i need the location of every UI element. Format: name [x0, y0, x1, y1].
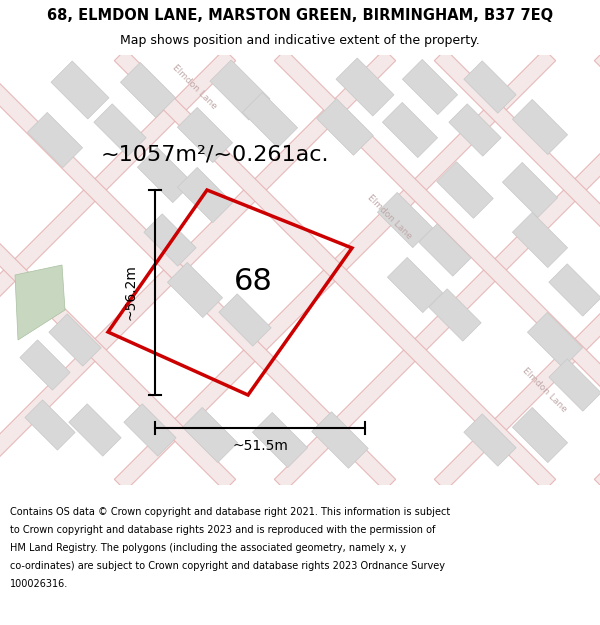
- Polygon shape: [274, 49, 600, 491]
- Polygon shape: [434, 49, 600, 491]
- Polygon shape: [0, 49, 236, 491]
- Text: to Crown copyright and database rights 2023 and is reproduced with the permissio: to Crown copyright and database rights 2…: [10, 525, 436, 535]
- Polygon shape: [464, 414, 516, 466]
- Polygon shape: [178, 168, 233, 222]
- Polygon shape: [144, 214, 196, 266]
- Text: Map shows position and indicative extent of the property.: Map shows position and indicative extent…: [120, 34, 480, 47]
- Polygon shape: [512, 213, 568, 268]
- Polygon shape: [388, 258, 443, 312]
- Polygon shape: [242, 92, 298, 148]
- Polygon shape: [512, 99, 568, 154]
- Polygon shape: [20, 340, 70, 390]
- Text: 68, ELMDON LANE, MARSTON GREEN, BIRMINGHAM, B37 7EQ: 68, ELMDON LANE, MARSTON GREEN, BIRMINGH…: [47, 8, 553, 23]
- Polygon shape: [182, 408, 238, 462]
- Polygon shape: [312, 412, 368, 468]
- Text: Contains OS data © Crown copyright and database right 2021. This information is : Contains OS data © Crown copyright and d…: [10, 507, 450, 517]
- Polygon shape: [382, 102, 437, 158]
- Polygon shape: [437, 162, 493, 218]
- Polygon shape: [167, 262, 223, 318]
- Polygon shape: [15, 265, 65, 340]
- Polygon shape: [219, 294, 271, 346]
- Polygon shape: [464, 61, 516, 113]
- Text: HM Land Registry. The polygons (including the associated geometry, namely x, y: HM Land Registry. The polygons (includin…: [10, 543, 406, 553]
- Polygon shape: [115, 49, 556, 491]
- Polygon shape: [124, 404, 176, 456]
- Polygon shape: [549, 359, 600, 411]
- Polygon shape: [429, 289, 481, 341]
- Text: co-ordinates) are subject to Crown copyright and database rights 2023 Ordnance S: co-ordinates) are subject to Crown copyr…: [10, 561, 445, 571]
- Polygon shape: [0, 49, 395, 491]
- Polygon shape: [595, 49, 600, 491]
- Polygon shape: [49, 314, 101, 366]
- Polygon shape: [28, 112, 83, 168]
- Polygon shape: [115, 49, 556, 491]
- Polygon shape: [274, 49, 600, 491]
- Polygon shape: [94, 104, 146, 156]
- Polygon shape: [253, 412, 308, 468]
- Text: Elmdon Lane: Elmdon Lane: [171, 63, 219, 111]
- Polygon shape: [512, 408, 568, 462]
- Polygon shape: [527, 312, 583, 368]
- Text: ~1057m²/~0.261ac.: ~1057m²/~0.261ac.: [101, 145, 329, 165]
- Polygon shape: [178, 107, 233, 162]
- Polygon shape: [51, 61, 109, 119]
- Polygon shape: [549, 264, 600, 316]
- Polygon shape: [502, 162, 557, 217]
- Polygon shape: [137, 148, 193, 202]
- Text: 68: 68: [235, 267, 273, 296]
- Polygon shape: [69, 404, 121, 456]
- Polygon shape: [0, 49, 395, 491]
- Text: Elmdon Lane: Elmdon Lane: [366, 193, 414, 241]
- Text: ~51.5m: ~51.5m: [232, 439, 288, 453]
- Polygon shape: [377, 192, 433, 248]
- Polygon shape: [121, 62, 176, 118]
- Polygon shape: [449, 104, 501, 156]
- Polygon shape: [403, 59, 458, 114]
- Polygon shape: [419, 224, 471, 276]
- Text: ~56.2m: ~56.2m: [124, 264, 138, 321]
- Polygon shape: [317, 99, 373, 155]
- Polygon shape: [434, 49, 600, 491]
- Polygon shape: [595, 49, 600, 491]
- Text: Elmdon Lane: Elmdon Lane: [521, 366, 569, 414]
- Polygon shape: [210, 60, 270, 120]
- Polygon shape: [336, 58, 394, 116]
- Polygon shape: [0, 49, 236, 491]
- Polygon shape: [25, 400, 75, 450]
- Text: 100026316.: 100026316.: [10, 579, 68, 589]
